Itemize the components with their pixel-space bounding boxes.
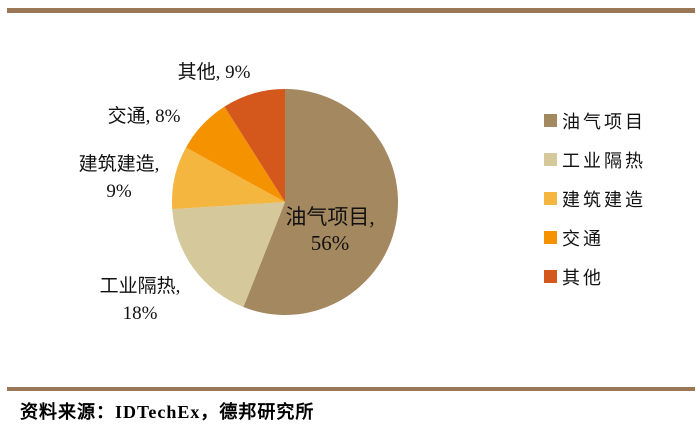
legend-label: 建筑建造: [562, 189, 646, 210]
top-divider: [7, 8, 695, 13]
pie-label-building-construction: 建筑建造, 9%: [78, 154, 160, 202]
chart-legend: 油气项目 工业隔热 建筑建造 交通 其他: [544, 101, 646, 296]
pie-slice-建筑建造: [172, 147, 285, 210]
legend-swatch-icon: [544, 153, 557, 166]
pie-label-others: 其他, 9%: [177, 62, 251, 83]
legend-item-oil-gas: 油气项目: [544, 101, 646, 140]
legend-item-transport: 交通: [544, 218, 646, 257]
pie-label-industrial-insulation: 工业隔热, 18%: [99, 276, 181, 324]
legend-item-industrial-insulation: 工业隔热: [544, 140, 646, 179]
pie-label-transport: 交通, 8%: [107, 106, 181, 127]
pie-label-oil-gas: 油气项目, 56%: [285, 205, 375, 255]
legend-label: 油气项目: [562, 111, 646, 132]
legend-swatch-icon: [544, 270, 557, 283]
legend-label: 工业隔热: [562, 150, 646, 171]
source-note: 资料来源：IDTechEx，德邦研究所: [20, 402, 315, 422]
legend-item-others: 其他: [544, 257, 646, 296]
legend-item-building-construction: 建筑建造: [544, 179, 646, 218]
legend-label: 交通: [562, 228, 604, 249]
pie-slice-油气项目: [243, 89, 398, 315]
legend-label: 其他: [562, 267, 604, 288]
legend-swatch-icon: [544, 231, 557, 244]
pie-slice-交通: [185, 106, 285, 202]
pie-chart: [172, 89, 398, 315]
legend-swatch-icon: [544, 192, 557, 205]
pie-slice-工业隔热: [172, 202, 285, 308]
pie-slice-其他: [224, 89, 285, 202]
legend-swatch-icon: [544, 114, 557, 127]
bottom-divider: [7, 387, 695, 391]
